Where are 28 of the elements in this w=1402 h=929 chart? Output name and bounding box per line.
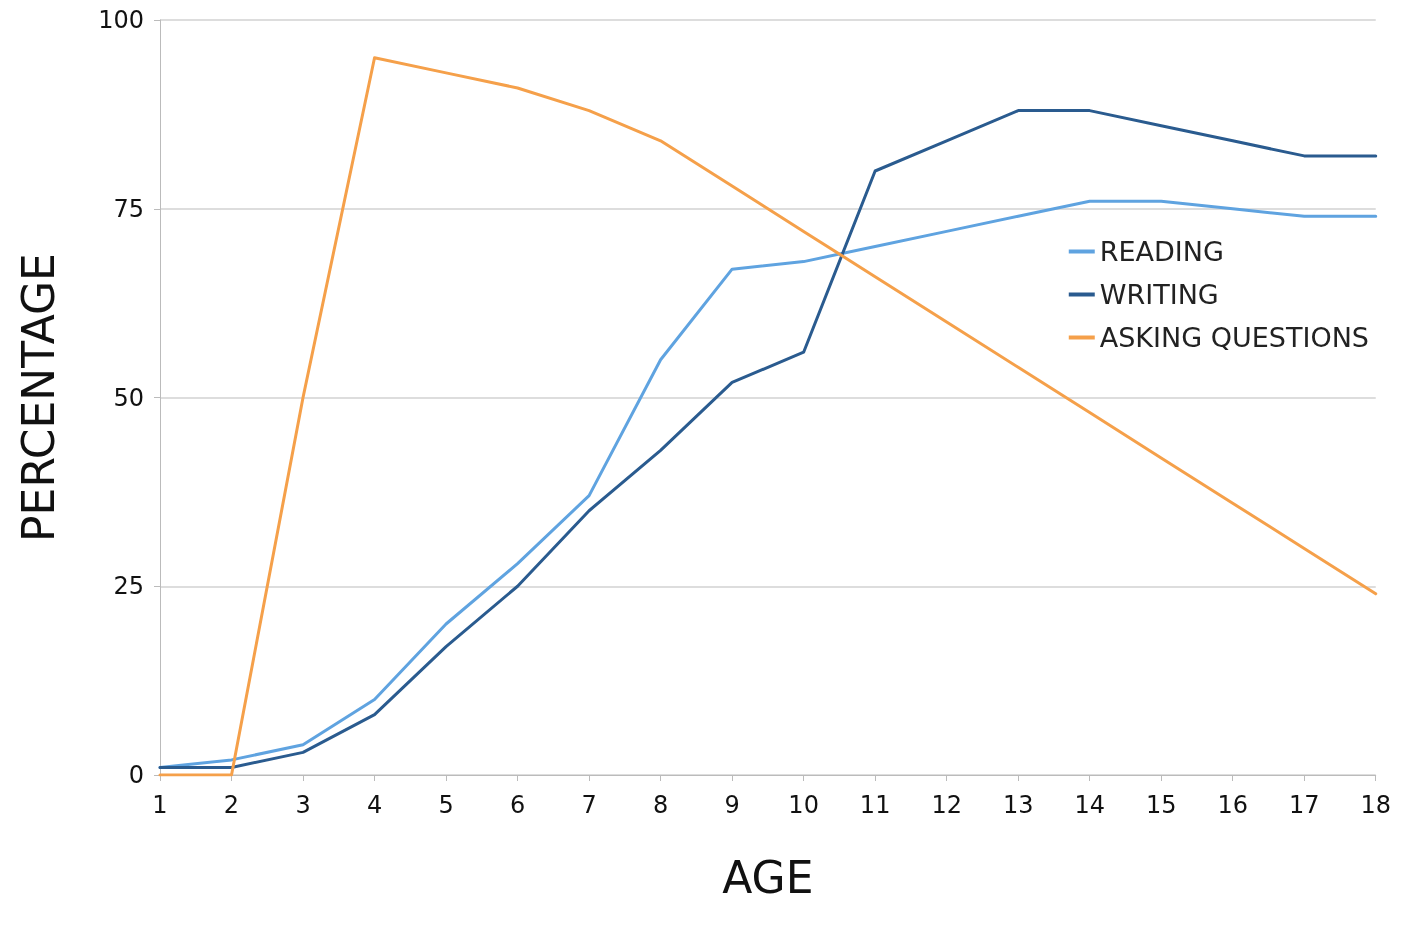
x-tick-label: 10 [788, 791, 819, 819]
x-tick-label: 8 [652, 791, 669, 819]
x-tick-label: 2 [223, 791, 240, 819]
x-tick-label: 15 [1145, 791, 1177, 819]
x-tick-label: 9 [724, 791, 740, 819]
x-axis-title: AGE [722, 851, 814, 903]
x-tick-label: 6 [509, 791, 526, 819]
y-tick-label: 75 [113, 194, 144, 223]
y-tick-label: 100 [98, 6, 144, 34]
x-tick-label: 17 [1288, 791, 1320, 819]
y-tick-label: 25 [113, 572, 144, 601]
legend-label: READING [1099, 236, 1224, 267]
y-axis-title: PERCENTAGE [12, 253, 64, 542]
legend-label: WRITING [1099, 279, 1219, 310]
x-tick-label: 16 [1217, 791, 1248, 819]
x-tick-label: 5 [438, 791, 454, 819]
x-tick-label: 14 [1074, 791, 1105, 819]
x-tick-label: 4 [366, 791, 383, 819]
x-tick-label: 3 [295, 791, 311, 819]
x-tick-label: 12 [931, 791, 962, 819]
y-tick-label: 0 [128, 761, 144, 789]
x-tick-label: 18 [1360, 791, 1391, 819]
x-tick-label: 13 [1002, 791, 1034, 819]
y-tick-label: 50 [113, 383, 144, 412]
legend-label: ASKING QUESTIONS [1099, 322, 1370, 353]
x-tick-label: 7 [581, 791, 597, 819]
x-tick-label: 11 [859, 791, 891, 819]
x-tick-label: 1 [152, 791, 168, 819]
